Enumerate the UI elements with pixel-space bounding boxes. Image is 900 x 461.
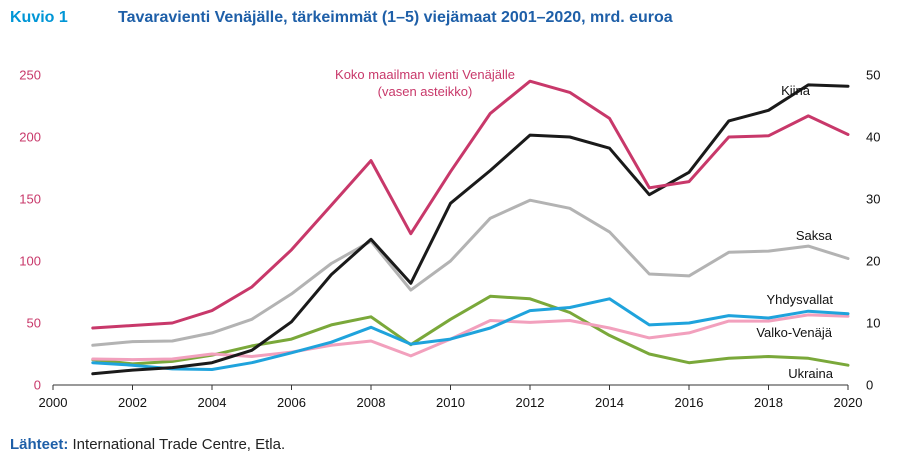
y-left-tick-label: 0 [34,378,41,393]
series-label-usa: Yhdysvallat [767,292,834,307]
chart: Kuvio 1 Tavaravienti Venäjälle, tärkeimm… [10,9,880,411]
series-lines [91,79,850,376]
x-tick-label: 2000 [39,395,68,410]
series-label-germany: Saksa [796,228,833,243]
x-tick-label: 2010 [436,395,465,410]
series-line-usa [91,297,850,371]
series-label-world-axis-note: (vasen asteikko) [378,84,473,99]
x-tick-label: 2004 [198,395,227,410]
series-line-china [91,83,850,376]
chart-title: Tavaravienti Venäjälle, tärkeimmät (1–5)… [118,9,673,26]
x-tick-label: 2012 [516,395,545,410]
x-tick-label: 2016 [675,395,704,410]
x-tick-label: 2006 [277,395,306,410]
source-note: Lähteet: International Trade Centre, Etl… [10,436,285,453]
y-left-tick-label: 50 [27,316,41,331]
series-line-world [91,79,850,330]
y-right-tick-label: 20 [866,254,880,269]
series-line-germany [91,198,850,347]
axes: 0 50 100 150 200 250 0 10 20 30 40 50 2000 2002 2004 20… [19,68,880,411]
y-right-tick-label: 50 [866,68,880,83]
series-label-china: Kiina [781,83,811,98]
x-tick-label: 2018 [754,395,783,410]
y-right-tick-label: 0 [866,378,873,393]
y-left-tick-label: 250 [19,68,41,83]
y-right-tick-label: 30 [866,192,880,207]
figure-label: Kuvio 1 [10,9,68,26]
x-tick-label: 2014 [595,395,624,410]
series-label-belarus: Valko-Venäjä [756,325,832,340]
series-label-ukraine: Ukraina [788,366,834,381]
source-label: Lähteet: [10,436,69,453]
x-tick-label: 2002 [118,395,147,410]
source-text: International Trade Centre, Etla. [72,436,286,453]
y-right-tick-label: 10 [866,316,880,331]
series-label-world: Koko maailman vienti Venäjälle [335,67,515,82]
y-right-tick-label: 40 [866,130,880,145]
y-left-tick-label: 200 [19,130,41,145]
x-tick-label: 2008 [357,395,386,410]
y-left-tick-label: 100 [19,254,41,269]
series-line-belarus [91,313,850,362]
x-tick-label: 2020 [834,395,863,410]
y-left-tick-label: 150 [19,192,41,207]
series-labels: Koko maailman vienti Venäjälle (vasen ast… [335,67,834,381]
